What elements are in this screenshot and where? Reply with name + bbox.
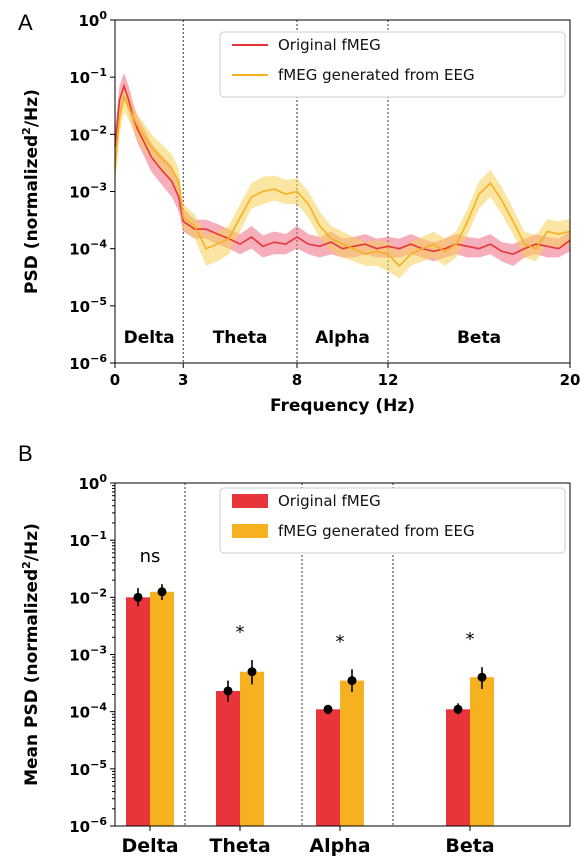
y-axis-title: Mean PSD (normalized2/Hz) <box>20 523 42 786</box>
y-tick-label: 10−2 <box>69 123 107 144</box>
band-label: Delta <box>124 328 175 348</box>
y-tick-label: 100 <box>78 472 107 493</box>
x-axis-title: Frequency (Hz) <box>270 396 415 416</box>
legend: Original fMEG fMEG generated from EEG <box>219 487 566 554</box>
y-axis-title: PSD (normalized2/Hz) <box>20 89 42 294</box>
legend-frame <box>219 31 566 98</box>
x-tick-label: 3 <box>178 371 188 389</box>
y-tick-label: 10−3 <box>69 181 107 202</box>
significance-label: * <box>336 631 345 652</box>
y-tick-label: 10−6 <box>69 352 107 373</box>
mean-marker <box>323 704 333 714</box>
x-tick-label: 8 <box>292 371 302 389</box>
category-label: Beta <box>445 835 494 857</box>
panel-label-b: B <box>18 441 33 466</box>
bar-delta-0 <box>126 597 150 826</box>
y-tick-label: 10−4 <box>69 238 107 259</box>
significance-label: * <box>466 629 475 650</box>
bar-theta-0 <box>216 690 240 826</box>
band-label: Beta <box>457 328 501 348</box>
mean-marker <box>477 672 487 682</box>
legend-label-1: fMEG generated from EEG <box>278 66 475 84</box>
legend-swatch-1 <box>232 524 268 538</box>
mean-marker <box>247 667 257 677</box>
confidence-band-1 <box>115 86 570 279</box>
mean-marker <box>223 686 233 696</box>
category-label: Theta <box>209 835 270 857</box>
bar-theta-1 <box>240 671 264 826</box>
significance-label: ns <box>140 546 161 567</box>
panel-b: ns Delta * Theta * Alpha * Beta 100 10−1 10−2 10−3 1… <box>20 472 571 857</box>
y-tick-label: 10−3 <box>69 644 107 665</box>
y-tick-label: 10−4 <box>69 701 107 722</box>
mean-marker <box>347 676 357 686</box>
y-tick-label: 10−5 <box>69 758 107 779</box>
band-label: Alpha <box>315 328 370 348</box>
series-line-1 <box>114 94 571 268</box>
bar-beta-0 <box>446 709 470 826</box>
x-tick-label: 20 <box>560 371 581 389</box>
x-tick-label: 0 <box>110 371 120 389</box>
bar-beta-1 <box>470 677 494 826</box>
mean-marker <box>157 587 167 597</box>
category-label: Alpha <box>309 835 370 857</box>
y-tick-label: 10−6 <box>69 815 107 836</box>
bar-alpha-0 <box>316 709 340 826</box>
mean-marker <box>133 592 143 602</box>
y-tick-label: 10−2 <box>69 586 107 607</box>
panel-label-a: A <box>18 10 33 35</box>
mean-marker <box>453 704 463 714</box>
series-line-0 <box>114 83 571 256</box>
panel-a: 100 10−1 10−2 10−3 10−4 10−5 10−60 3 8 12 20 Delta T… <box>20 9 580 416</box>
bar-alpha-1 <box>340 680 364 826</box>
y-tick-label: 10−1 <box>69 529 107 550</box>
bar-delta-1 <box>150 591 174 826</box>
legend-label-0: Original fMEG <box>278 492 381 510</box>
legend-label-1: fMEG generated from EEG <box>278 522 475 540</box>
band-label: Theta <box>213 328 268 348</box>
legend-frame <box>219 487 566 554</box>
legend: Original fMEG fMEG generated from EEG <box>219 31 566 98</box>
category-label: Delta <box>121 835 178 857</box>
legend-swatch-0 <box>232 494 268 508</box>
x-tick-label: 12 <box>378 371 399 389</box>
y-tick-label: 100 <box>78 9 107 30</box>
y-tick-label: 10−5 <box>69 295 107 316</box>
y-tick-label: 10−1 <box>69 66 107 87</box>
significance-label: * <box>236 622 245 643</box>
legend-label-0: Original fMEG <box>278 36 381 54</box>
